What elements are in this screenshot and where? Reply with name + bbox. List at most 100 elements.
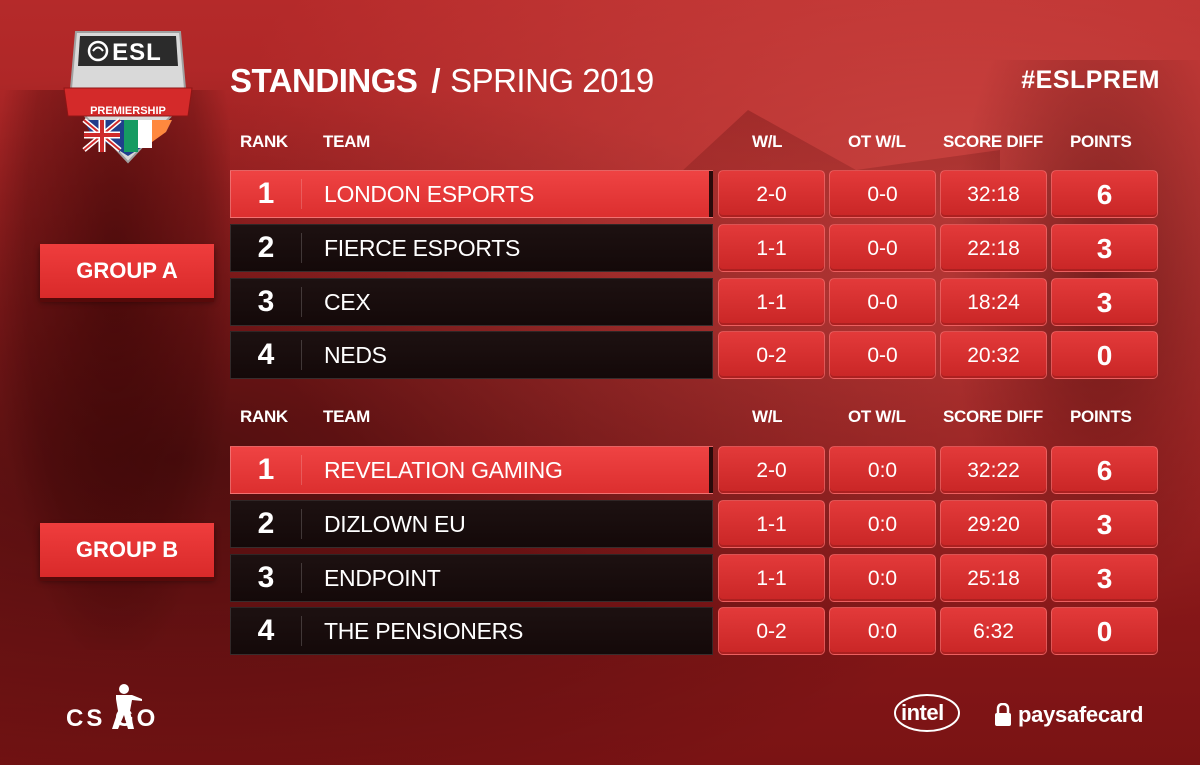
table-row: 3 ENDPOINT 1-1 0:0 25:18 3 — [230, 554, 1158, 602]
points-cell: 6 — [1051, 446, 1158, 494]
table-row: 3 CEX 1-1 0-0 18:24 3 — [230, 278, 1158, 326]
table-row: 4 THE PENSIONERS 0-2 0:0 6:32 0 — [230, 607, 1158, 655]
score-diff-cell: 25:18 — [940, 554, 1047, 602]
intel-text: intel — [901, 700, 944, 725]
header-wl: W/L — [752, 407, 783, 426]
header-points: POINTS — [1070, 132, 1132, 151]
title-season: SPRING 2019 — [450, 62, 654, 99]
group-b-label: GROUP B — [40, 523, 214, 581]
header-score-diff: SCORE DIFF — [943, 132, 1043, 151]
team-name: REVELATION GAMING — [324, 457, 563, 483]
header-team: TEAM — [323, 407, 370, 426]
points-cell: 3 — [1051, 500, 1158, 548]
score-diff-cell: 32:22 — [940, 446, 1047, 494]
divider — [301, 563, 302, 593]
divider — [301, 455, 302, 485]
csgo-logo: CS GO — [66, 683, 186, 733]
points-cell: 3 — [1051, 554, 1158, 602]
divider — [301, 233, 302, 263]
rank: 2 — [257, 231, 275, 264]
team-cell: 4 NEDS — [230, 331, 713, 379]
team-name: LONDON ESPORTS — [324, 181, 535, 207]
divider — [301, 287, 302, 317]
team-cell: 2 FIERCE ESPORTS — [230, 224, 713, 272]
score-diff-cell: 6:32 — [940, 607, 1047, 655]
divider — [301, 179, 302, 209]
title-main: STANDINGS — [230, 62, 418, 99]
rank: 4 — [257, 614, 275, 647]
team-name: CEX — [324, 289, 371, 315]
header-wl: W/L — [752, 132, 783, 151]
wl-cell: 1-1 — [718, 500, 825, 548]
csgo-text: CS GO — [66, 705, 159, 732]
team-name: DIZLOWN EU — [324, 511, 466, 537]
score-diff-cell: 22:18 — [940, 224, 1047, 272]
score-diff-cell: 29:20 — [940, 500, 1047, 548]
intel-logo-icon — [894, 694, 960, 732]
team-name: FIERCE ESPORTS — [324, 235, 521, 261]
group-a-label: GROUP A — [40, 244, 214, 302]
team-name: THE PENSIONERS — [324, 618, 524, 644]
rank: 2 — [257, 507, 275, 540]
wl-cell: 2-0 — [718, 446, 825, 494]
divider — [301, 616, 302, 646]
team-cell: 1 LONDON ESPORTS — [230, 170, 713, 218]
title-separator: / — [431, 62, 441, 99]
header-team: TEAM — [323, 132, 370, 151]
logo-subtitle: PREMIERSHIP — [90, 105, 166, 117]
points-cell: 3 — [1051, 278, 1158, 326]
ot-wl-cell: 0:0 — [829, 607, 936, 655]
paysafecard-lock-icon — [995, 703, 1011, 726]
header-points: POINTS — [1070, 407, 1132, 426]
table-row: 4 NEDS 0-2 0-0 20:32 0 — [230, 331, 1158, 379]
divider — [301, 340, 302, 370]
ot-wl-cell: 0:0 — [829, 500, 936, 548]
rank: 1 — [257, 177, 275, 210]
team-cell: 3 ENDPOINT — [230, 554, 713, 602]
intel-logo: intel — [893, 692, 961, 734]
team-name: NEDS — [324, 342, 387, 368]
wl-cell: 0-2 — [718, 331, 825, 379]
header-ot-wl: OT W/L — [848, 132, 906, 151]
ot-wl-cell: 0-0 — [829, 170, 936, 218]
rank: 4 — [257, 338, 275, 371]
logo-brand: ESL — [112, 39, 162, 66]
wl-cell: 0-2 — [718, 607, 825, 655]
esl-premiership-logo: ESL PREMIERSHIP — [58, 22, 198, 172]
table-row: 1 REVELATION GAMING 2-0 0:0 32:22 6 — [230, 446, 1158, 494]
header-rank: RANK — [240, 132, 288, 151]
rank: 3 — [257, 285, 275, 318]
points-cell: 6 — [1051, 170, 1158, 218]
header-rank: RANK — [240, 407, 288, 426]
table-row: 1 LONDON ESPORTS 2-0 0-0 32:18 6 — [230, 170, 1158, 218]
team-cell: 4 THE PENSIONERS — [230, 607, 713, 655]
ot-wl-cell: 0-0 — [829, 224, 936, 272]
team-cell: 3 CEX — [230, 278, 713, 326]
ot-wl-cell: 0:0 — [829, 554, 936, 602]
table-row: 2 DIZLOWN EU 1-1 0:0 29:20 3 — [230, 500, 1158, 548]
score-diff-cell: 32:18 — [940, 170, 1047, 218]
score-diff-cell: 18:24 — [940, 278, 1047, 326]
team-cell: 1 REVELATION GAMING — [230, 446, 713, 494]
ot-wl-cell: 0:0 — [829, 446, 936, 494]
hashtag: #ESLPREM — [1021, 66, 1160, 94]
score-diff-cell: 20:32 — [940, 331, 1047, 379]
csgo-soldier-icon — [112, 684, 142, 729]
points-cell: 0 — [1051, 331, 1158, 379]
wl-cell: 1-1 — [718, 224, 825, 272]
page-title: STANDINGS / SPRING 2019 — [230, 62, 654, 102]
esl-shield-logo-icon — [63, 31, 193, 164]
header-ot-wl: OT W/L — [848, 407, 906, 426]
divider — [301, 509, 302, 539]
paysafecard-text: paysafecard — [1018, 702, 1144, 727]
table-row: 2 FIERCE ESPORTS 1-1 0-0 22:18 3 — [230, 224, 1158, 272]
wl-cell: 2-0 — [718, 170, 825, 218]
points-cell: 0 — [1051, 607, 1158, 655]
header-score-diff: SCORE DIFF — [943, 407, 1043, 426]
team-cell: 2 DIZLOWN EU — [230, 500, 713, 548]
points-cell: 3 — [1051, 224, 1158, 272]
rank: 1 — [257, 453, 275, 486]
rank: 3 — [257, 561, 275, 594]
ot-wl-cell: 0-0 — [829, 278, 936, 326]
ot-wl-cell: 0-0 — [829, 331, 936, 379]
